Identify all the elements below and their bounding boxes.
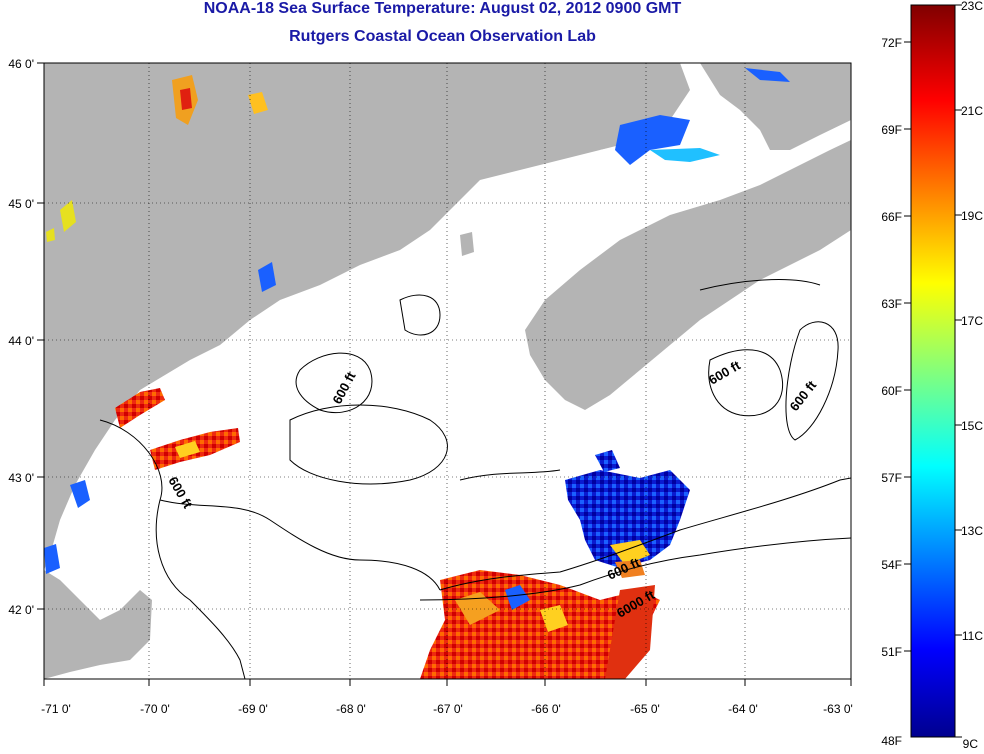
land-island: [460, 232, 474, 256]
lon-label: -68 0': [336, 702, 366, 716]
lon-label: -63 0': [823, 702, 853, 716]
colorbar-c-label: 13C: [961, 524, 983, 538]
contour-600ft-west: [99, 419, 246, 679]
colorbar-fahrenheit-labels: 72F 69F 66F 63F 60F 57F 54F 51F 48F: [881, 36, 902, 748]
land-north-east: [700, 63, 851, 150]
contour-600ft-georges: [439, 477, 851, 591]
colorbar-celsius-labels: 23C 21C 19C 17C 15C 13C 11C 9C: [961, 0, 983, 751]
colorbar-f-label: 60F: [881, 384, 902, 398]
lon-label: -69 0': [238, 702, 268, 716]
colorbar-c-label: 21C: [961, 104, 983, 118]
contour-600ft-ne3: [699, 279, 821, 291]
lon-label: -66 0': [531, 702, 561, 716]
colorbar-ticks: [904, 4, 962, 738]
colorbar-c-label: 9C: [963, 737, 979, 751]
colorbar-f-label: 57F: [881, 471, 902, 485]
colorbar-f-label: 63F: [881, 297, 902, 311]
colorbar-f-label: 69F: [881, 123, 902, 137]
lon-label: -70 0': [140, 702, 170, 716]
land-cape-cod: [44, 570, 152, 679]
colorbar-c-label: 15C: [961, 419, 983, 433]
grid-lines: [44, 63, 851, 679]
colorbar-c-label: 11C: [962, 629, 983, 643]
map-subtitle: Rutgers Coastal Ocean Observation Lab: [289, 28, 596, 45]
tick-marks: [37, 62, 852, 686]
colorbar-f-label: 72F: [881, 36, 902, 50]
contour-600ft-basin1: [295, 352, 373, 414]
colorbar-f-label: 66F: [881, 210, 902, 224]
contour-600ft-ne1: [708, 349, 784, 417]
land-nova-scotia: [525, 140, 851, 410]
map-layer: [44, 63, 851, 679]
lat-label: 42 0': [8, 603, 34, 617]
contour-600ft-inner: [159, 499, 441, 591]
lat-label: 45 0': [8, 197, 34, 211]
lat-label: 46 0': [8, 57, 34, 71]
contour-6000ft: [419, 537, 851, 601]
contour-600ft-ne2: [785, 321, 839, 441]
contour-600ft-basin3: [399, 294, 441, 336]
sst-cool-patches: [44, 68, 790, 679]
lon-label: -64 0': [728, 702, 758, 716]
lon-label: -67 0': [433, 702, 463, 716]
longitude-labels: -71 0' -70 0' -69 0' -68 0' -67 0' -66 0…: [41, 702, 853, 716]
colorbar-f-label: 54F: [881, 558, 902, 572]
colorbar-c-label: 23C: [961, 0, 983, 13]
colorbar-f-label: 51F: [881, 645, 902, 659]
bathymetry-contours: [99, 279, 851, 679]
bay-of-fundy: [500, 140, 800, 305]
lat-label: 43 0': [8, 471, 34, 485]
contour-600ft-basin2: [289, 404, 448, 485]
map-title: NOAA-18 Sea Surface Temperature: August …: [203, 0, 682, 17]
lat-label: 44 0': [8, 334, 34, 348]
colorbar: [910, 4, 956, 738]
lon-label: -71 0': [41, 702, 71, 716]
sst-warm-patches: [46, 75, 660, 679]
latitude-labels: 46 0' 45 0' 44 0' 43 0' 42 0': [8, 57, 34, 617]
lon-label: -65 0': [630, 702, 660, 716]
colorbar-c-label: 17C: [961, 314, 983, 328]
colorbar-c-label: 19C: [961, 209, 983, 223]
contour-600ft-mid: [459, 469, 561, 481]
colorbar-f-label: 48F: [881, 734, 902, 748]
land-mainland: [44, 63, 690, 570]
